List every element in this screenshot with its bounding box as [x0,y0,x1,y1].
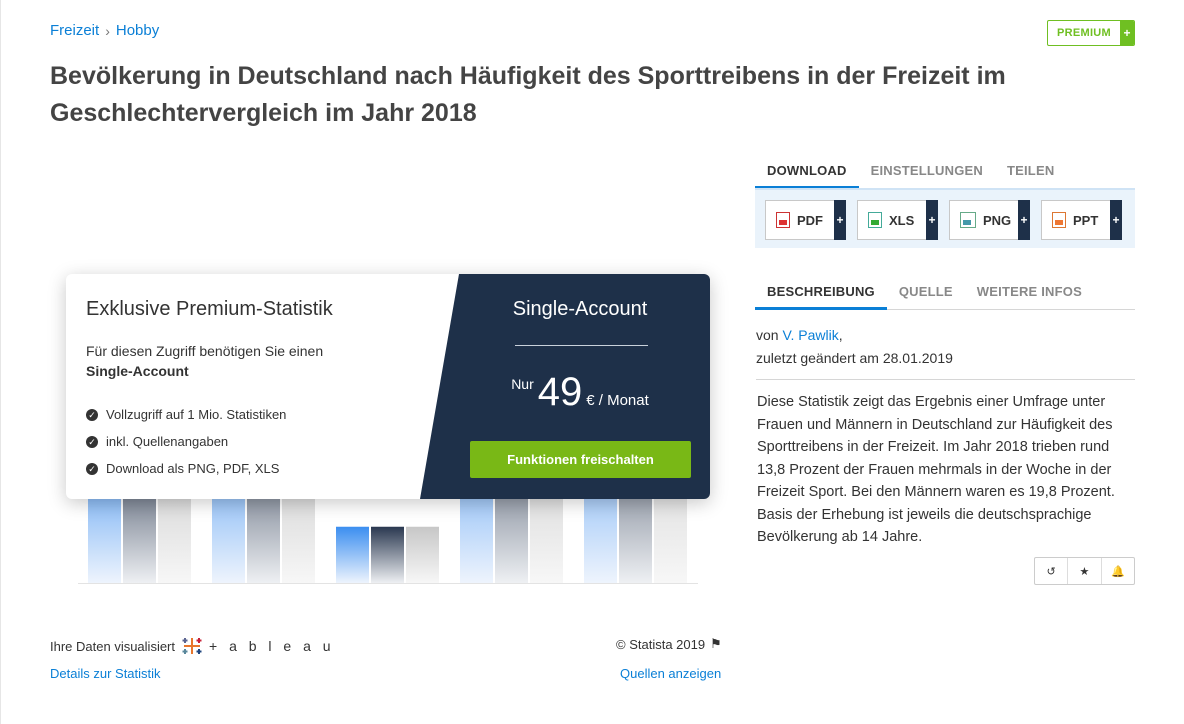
download-png-button[interactable]: PNG + [949,200,1030,240]
download-ppt-button[interactable]: PPT + [1041,200,1122,240]
feature-text: Vollzugriff auf 1 Mio. Statistiken [106,407,287,422]
author-prefix: von [756,327,779,343]
copyright: © Statista 2019 ⚑ [616,636,722,652]
divider [756,379,1135,380]
tab-weitere-infos[interactable]: WEITERE INFOS [976,284,1082,299]
tab-beschreibung[interactable]: BESCHREIBUNG [755,284,887,310]
flag-icon[interactable]: ⚑ [710,636,722,651]
paywall-title: Exklusive Premium-Statistik [86,298,333,320]
ppt-file-icon [1052,212,1066,228]
chart-bar [406,526,439,583]
check-icon: ✓ [86,408,98,421]
last-changed: zuletzt geändert am 28.01.2019 [756,350,953,366]
price: Nur 49 € / Monat [470,370,690,414]
paywall-description: Für diesen Zugriff benötigen Sie einen S… [86,341,386,381]
tab-teilen[interactable]: TEILEN [1006,163,1055,178]
bell-icon[interactable]: 🔔 [1100,558,1134,584]
download-xls-button[interactable]: XLS + [857,200,938,240]
tab-einstellungen[interactable]: EINSTELLUNGEN [870,163,983,178]
plus-icon: + [1110,200,1122,240]
plus-icon: + [1018,200,1030,240]
details-link[interactable]: Details zur Statistik [50,666,161,681]
download-pdf-button[interactable]: PDF + [765,200,846,240]
check-icon: ✓ [86,435,98,448]
download-tabs: DOWNLOAD EINSTELLUNGEN TEILEN [755,163,1135,189]
chart-bar [371,526,404,583]
download-bar: PDF + XLS + PNG + PPT + [755,188,1135,248]
tab-quelle[interactable]: QUELLE [898,284,953,299]
download-label: PNG [983,212,1012,228]
tableau-wordmark: + a b l e a u [209,638,335,654]
breadcrumb-freizeit[interactable]: Freizeit [50,22,100,39]
tableau-logo-icon [182,638,202,654]
sources-link[interactable]: Quellen anzeigen [620,666,722,681]
price-suffix: € / Monat [586,392,649,409]
statistic-description: Diese Statistik zeigt das Ergebnis einer… [757,394,1115,545]
tab-download[interactable]: DOWNLOAD [755,163,859,189]
feature-text: Download als PNG, PDF, XLS [106,461,280,476]
action-buttons: ↺ ★ 🔔 [1034,557,1135,585]
png-file-icon [960,212,976,228]
account-divider [515,345,648,346]
copyright-text: © Statista 2019 [616,636,706,652]
chart-bar [336,526,369,583]
info-tabs: BESCHREIBUNG QUELLE WEITERE INFOS [755,284,1135,310]
author-line: von V. Pawlik, [756,324,953,347]
paywall-desc-text: Für diesen Zugriff benötigen Sie einen [86,343,324,359]
page-left-border [0,0,1,724]
viz-credit-text: Ihre Daten visualisiert [50,638,175,654]
plus-icon: + [926,200,938,240]
breadcrumb-separator: › [105,22,110,39]
premium-badge[interactable]: PREMIUM + [1047,20,1135,46]
download-label: XLS [889,212,915,228]
history-icon[interactable]: ↺ [1046,565,1056,578]
page-title: Bevölkerung in Deutschland nach Häufigke… [50,62,1006,127]
pdf-file-icon [776,212,790,228]
feature-item: ✓ inkl. Quellenangaben [86,428,286,455]
price-amount: 49 [537,370,583,414]
paywall-feature-list: ✓ Vollzugriff auf 1 Mio. Statistiken ✓ ink… [86,401,286,482]
download-label: PPT [1073,212,1099,228]
unlock-features-button[interactable]: Funktionen freischalten [470,441,691,478]
feature-item: ✓ Vollzugriff auf 1 Mio. Statistiken [86,401,286,428]
check-icon: ✓ [86,462,98,475]
paywall-desc-account: Single-Account [86,363,189,379]
premium-label: PREMIUM [1056,27,1112,39]
price-prefix: Nur [511,376,534,392]
feature-item: ✓ Download als PNG, PDF, XLS [86,455,286,482]
author-info: von V. Pawlik, zuletzt geändert am 28.01… [756,324,953,370]
breadcrumb-hobby[interactable]: Hobby [115,22,160,39]
author-suffix: , [838,327,843,343]
star-icon[interactable]: ★ [1067,558,1100,584]
feature-text: inkl. Quellenangaben [106,434,229,449]
plus-icon: + [1120,21,1134,45]
premium-paywall-card: Exklusive Premium-Statistik Für diesen Z… [66,274,710,499]
account-title: Single-Account [512,298,648,320]
breadcrumb: Freizeit › Hobby [50,22,159,39]
viz-credit: Ihre Daten visualisiert + a b l e a u [50,635,335,657]
download-label: PDF [797,212,823,228]
author-link[interactable]: V. Pawlik [782,327,839,343]
xls-file-icon [868,212,882,228]
plus-icon: + [834,200,846,240]
